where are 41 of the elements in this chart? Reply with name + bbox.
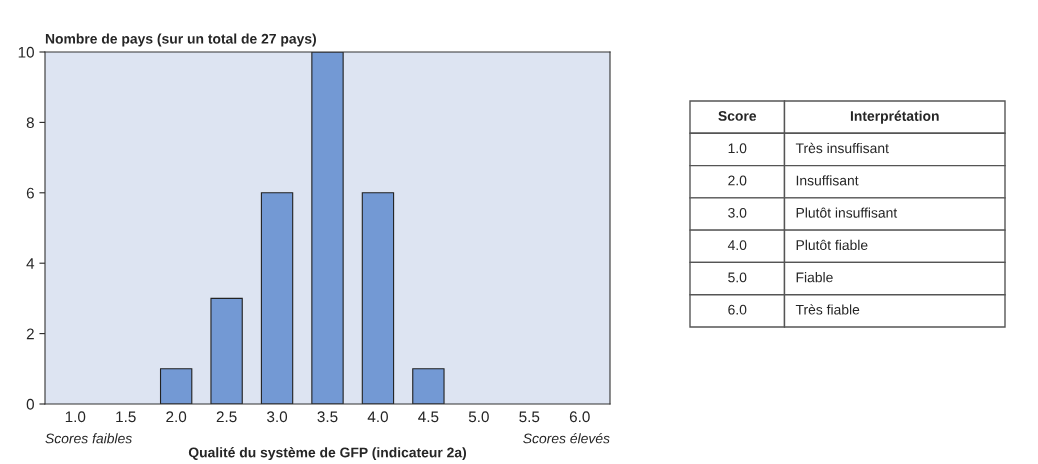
x-tick-label: 4.5: [418, 411, 439, 423]
y-tick-label: 10: [18, 46, 34, 58]
x-tick-label: 6.0: [569, 411, 590, 423]
text: 6.0: [728, 304, 747, 315]
x-tick-label: 1.0: [65, 411, 86, 423]
text: Scores élevés: [523, 433, 610, 444]
text: Fiable: [796, 272, 833, 283]
text: 2.0: [728, 175, 747, 186]
x-tick-label: 3.5: [317, 411, 338, 423]
bar: [311, 52, 344, 404]
bar: [260, 192, 294, 404]
bar: [210, 297, 243, 404]
x-tick-label: 5.0: [468, 411, 489, 423]
text: 3.0: [728, 207, 747, 218]
bar: [361, 192, 395, 404]
text: 5.0: [728, 272, 747, 283]
y-tick-label: 2: [26, 328, 34, 340]
y-tick-label: 6: [26, 187, 34, 199]
y-tick-label: 0: [26, 398, 34, 410]
x-tick-label: 2.0: [166, 411, 187, 423]
text: Score: [718, 111, 757, 121]
x-tick-label: 4.0: [367, 411, 388, 423]
text: Très insuffisant: [795, 142, 889, 154]
text: 1.0: [728, 143, 747, 154]
x-tick-label: 2.5: [216, 411, 237, 423]
chart-title: Nombre de pays (sur un total de 27 pays): [45, 33, 316, 47]
x-tick-label: 3.0: [267, 411, 288, 423]
bar: [159, 368, 193, 404]
text: Interprétation: [850, 110, 939, 124]
y-tick-label: 8: [26, 117, 34, 129]
text: Plutôt fiable: [796, 239, 868, 251]
bar: [412, 368, 445, 404]
x-tick-label: 5.5: [519, 411, 540, 423]
x-tick-label: 1.5: [116, 411, 136, 423]
text: Plutôt insuffisant: [796, 207, 898, 218]
text: Scores faibles: [45, 433, 132, 444]
text: Très fiable: [795, 304, 860, 315]
y-tick-label: 4: [26, 258, 35, 269]
text: 4.0: [727, 240, 747, 251]
text: Insuffisant: [796, 175, 859, 186]
x-axis-title: Qualité du système de GFP (indicateur 2a): [188, 447, 467, 461]
